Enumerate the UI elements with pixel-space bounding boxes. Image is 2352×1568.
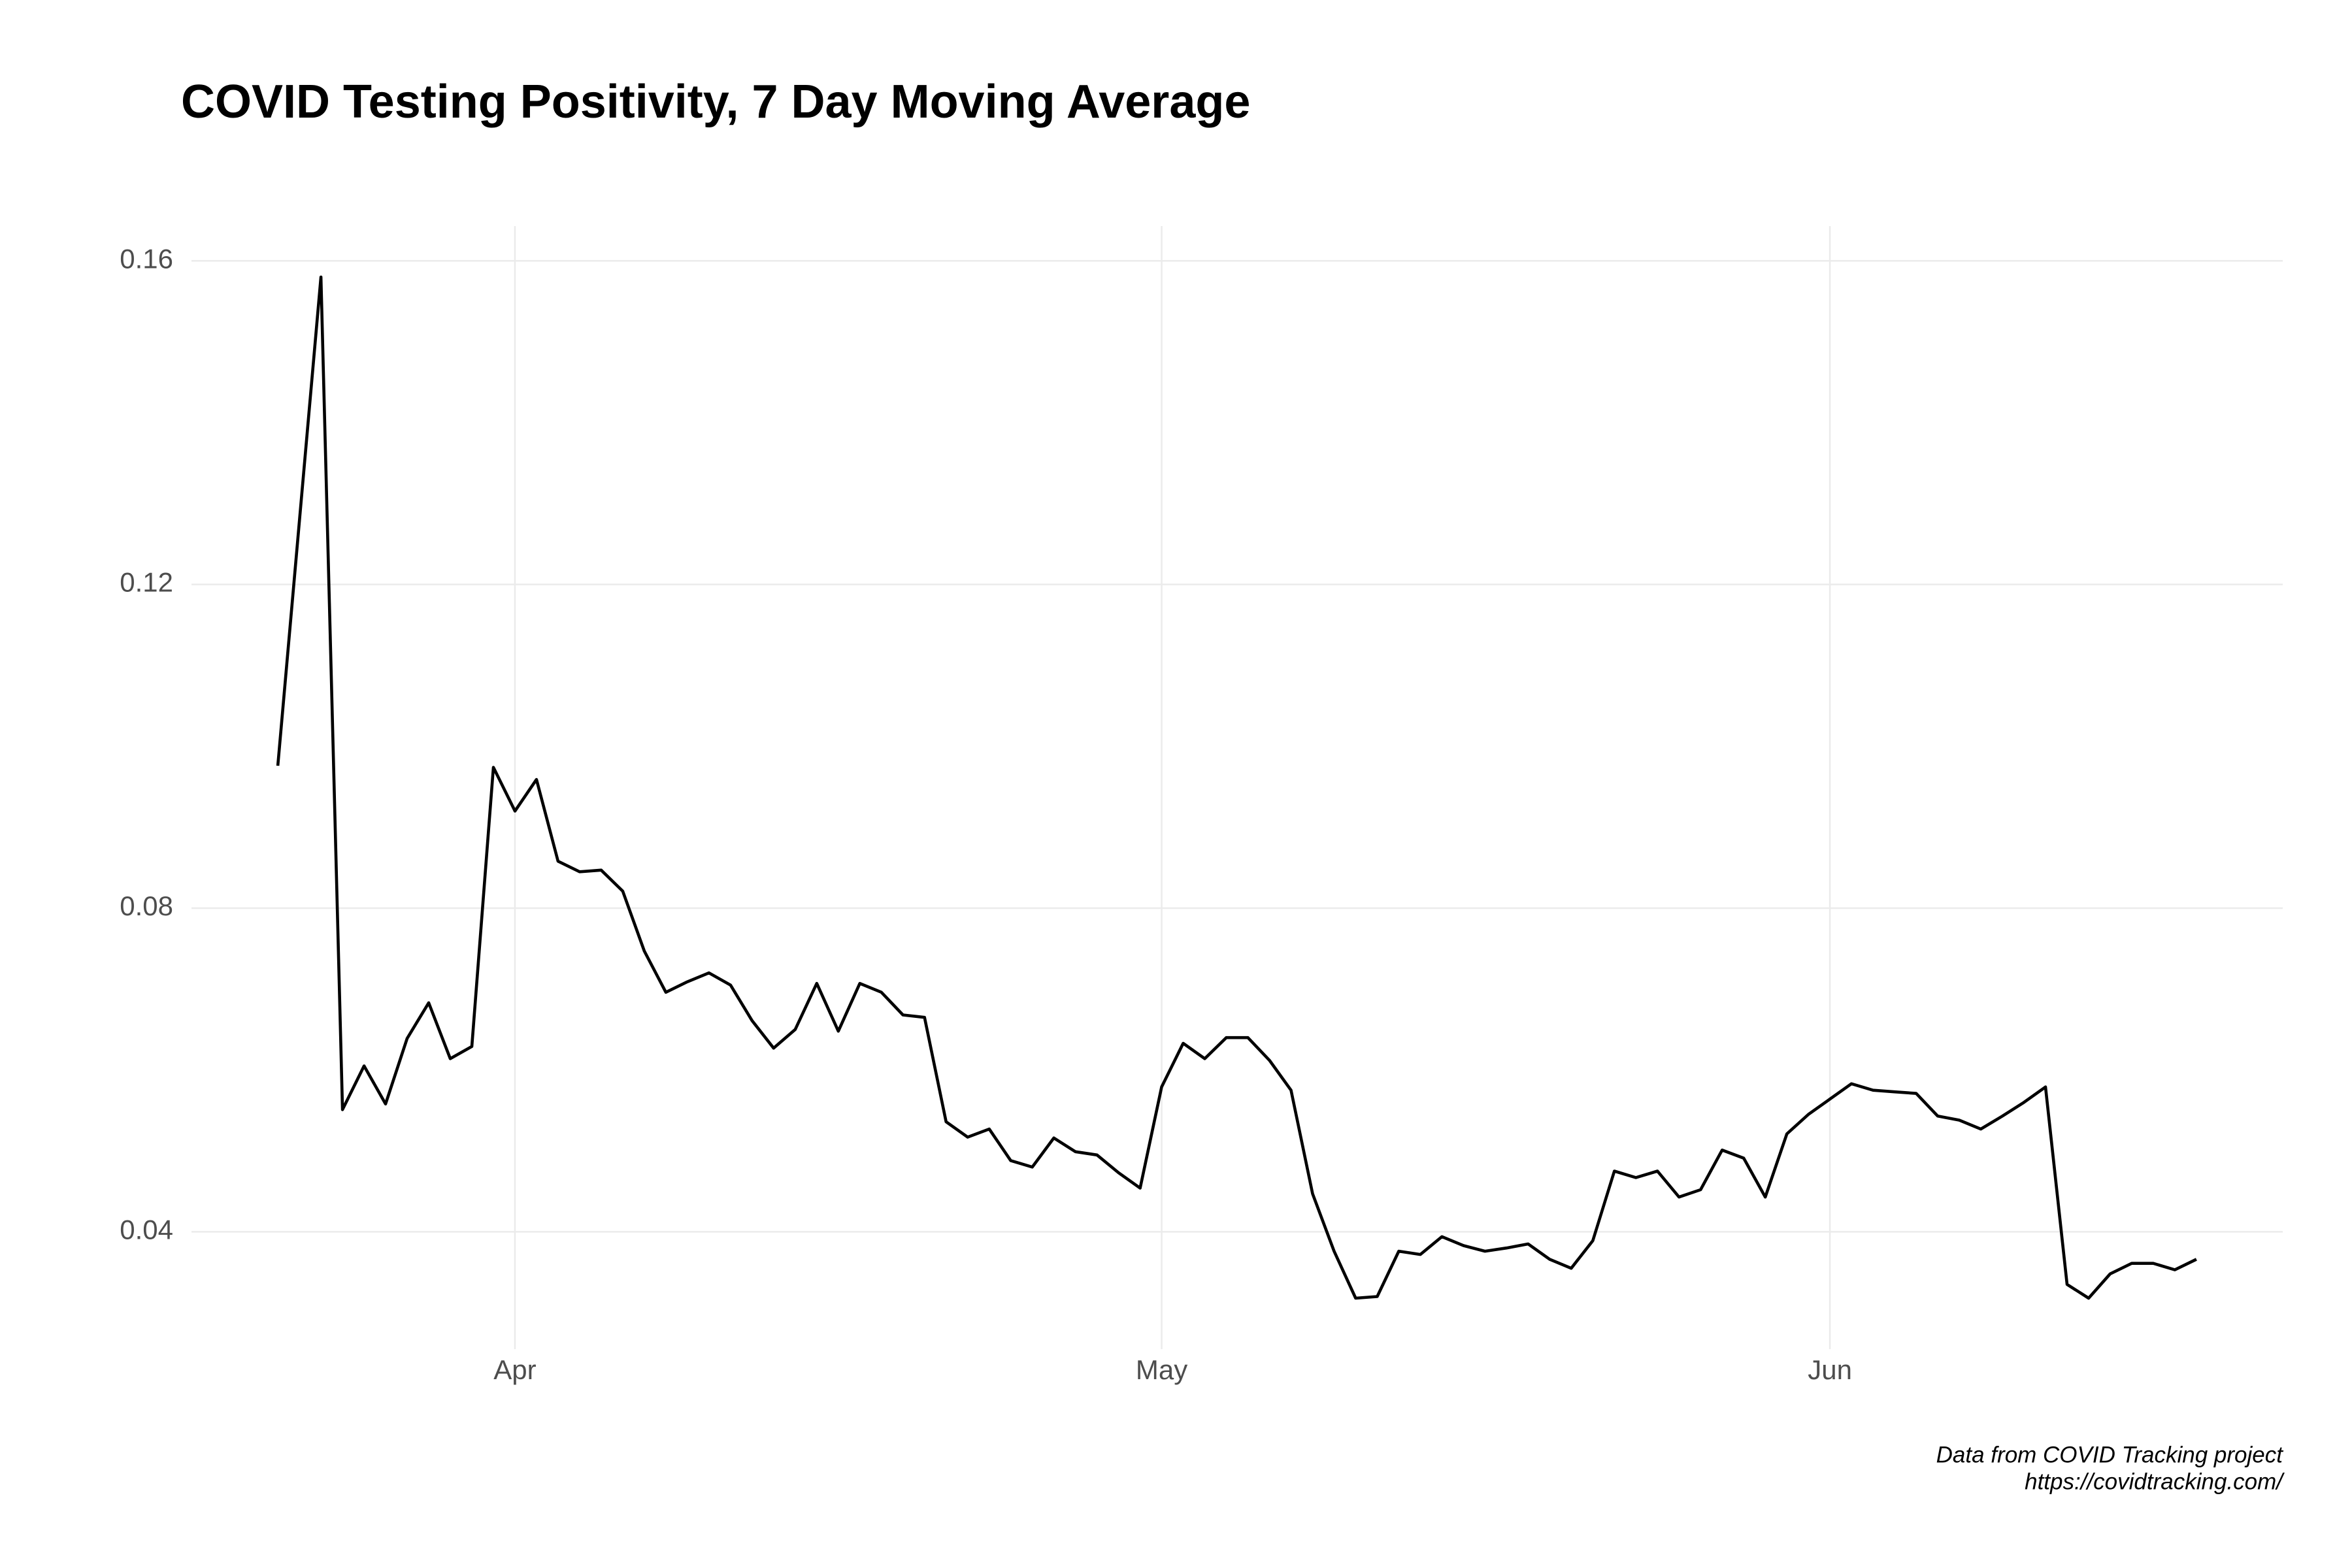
chart-title: COVID Testing Positivity, 7 Day Moving A… bbox=[181, 76, 1250, 128]
caption: Data from COVID Tracking project bbox=[1936, 1442, 2284, 1467]
y-tick-label: 0.16 bbox=[120, 243, 173, 274]
x-tick-label: Jun bbox=[1808, 1354, 1852, 1385]
y-tick-label: 0.08 bbox=[120, 890, 173, 921]
y-tick-label: 0.04 bbox=[120, 1215, 173, 1245]
x-tick-label: Apr bbox=[493, 1354, 536, 1385]
data-line bbox=[276, 275, 2197, 1300]
x-tick-label: May bbox=[1136, 1354, 1187, 1385]
y-tick-label: 0.12 bbox=[120, 567, 173, 598]
grid bbox=[191, 226, 2283, 1349]
caption: https://covidtracking.com/ bbox=[2025, 1469, 2285, 1494]
